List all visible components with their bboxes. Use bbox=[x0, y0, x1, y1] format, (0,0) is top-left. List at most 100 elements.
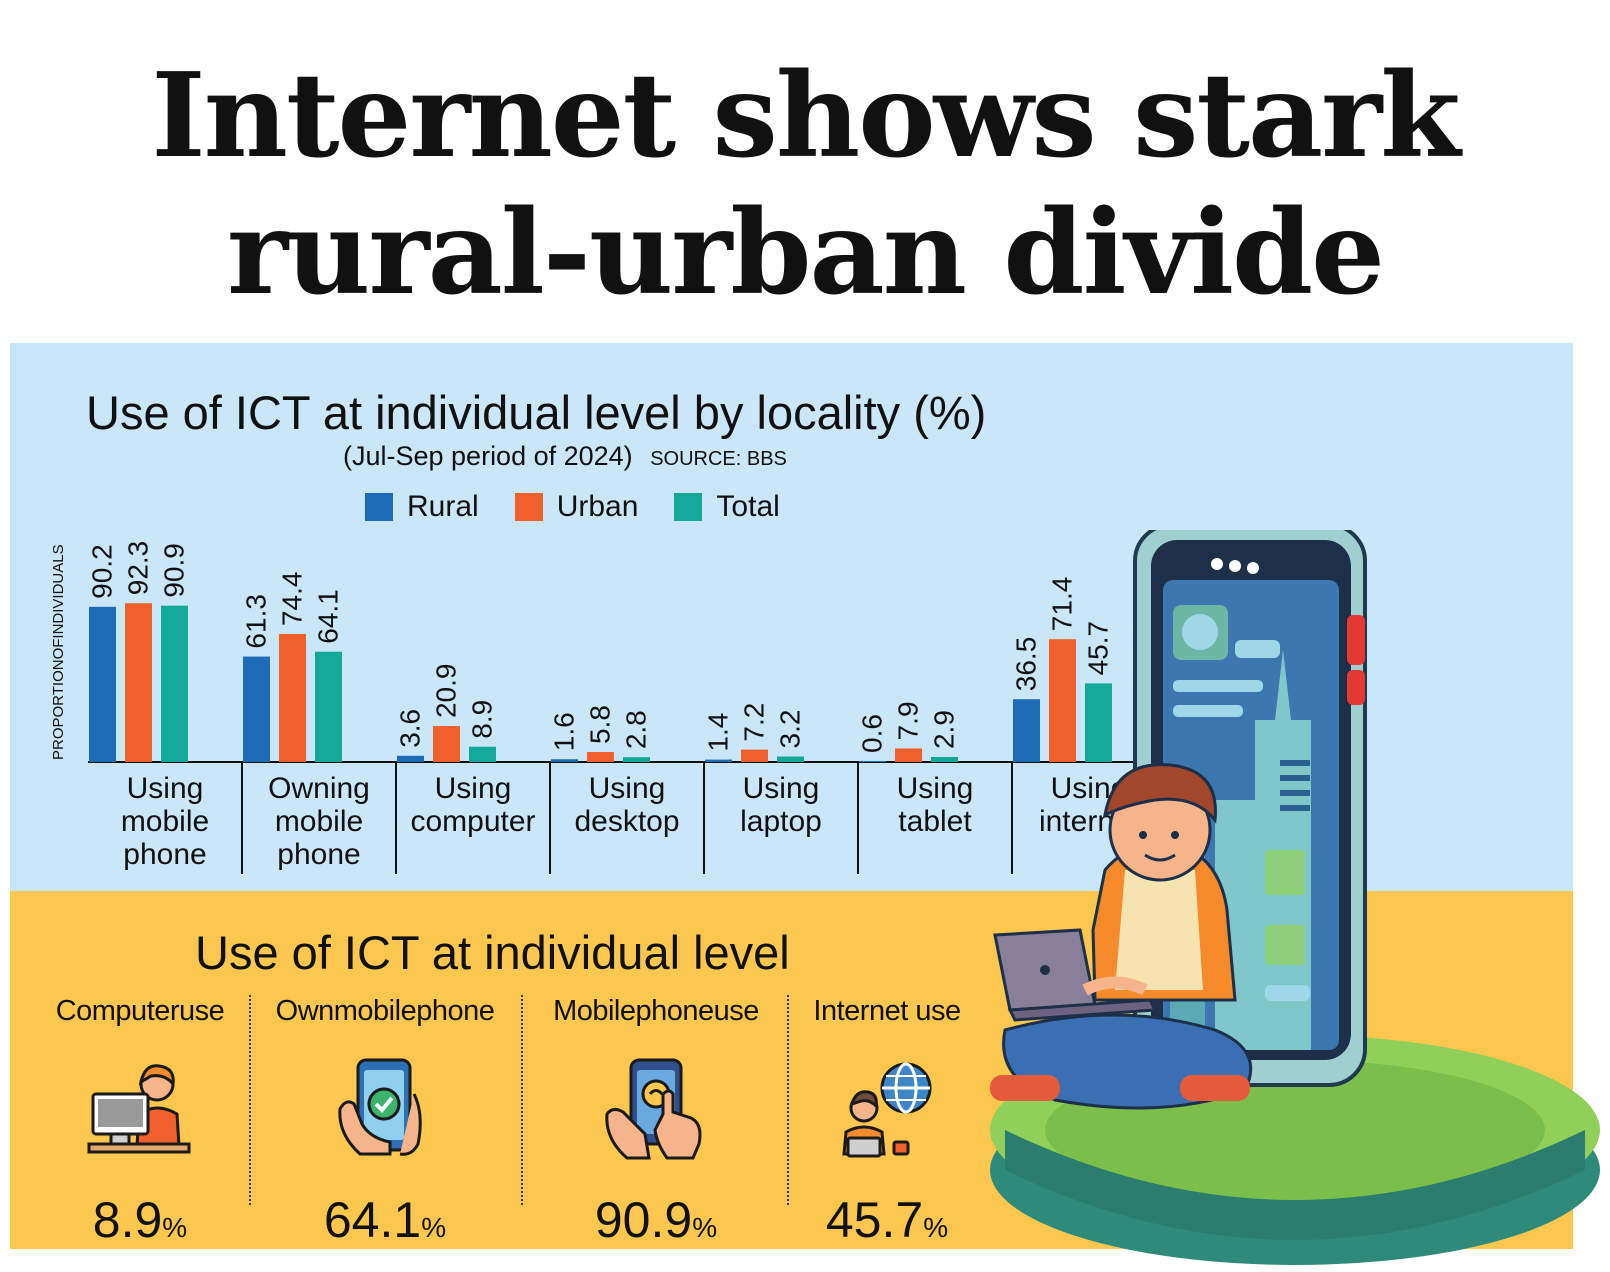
x-tick-label: Using desktop bbox=[552, 772, 702, 838]
x-tick-label-line: mobile bbox=[274, 805, 364, 838]
bar-urban bbox=[895, 748, 922, 762]
stat-own-mobile-phone: Ownmobilephone 64.1% bbox=[260, 995, 510, 1249]
stat-value: 64.1 bbox=[323, 1192, 422, 1248]
bar-data-label: 3.2 bbox=[775, 710, 806, 749]
bar-total bbox=[1085, 683, 1112, 762]
bar-data-label: 3.6 bbox=[395, 709, 426, 748]
bar-total bbox=[931, 757, 958, 762]
x-tick-label-line: tablet bbox=[898, 805, 972, 838]
bar-rural bbox=[1013, 699, 1040, 762]
stat-label: Mobilephoneuse bbox=[553, 995, 759, 1027]
bar-data-label: 90.9 bbox=[159, 543, 190, 598]
bar-total bbox=[623, 757, 650, 762]
bar-urban bbox=[1049, 639, 1076, 762]
bar-total bbox=[777, 756, 804, 762]
stat-mobile-phone-use: Mobilephoneuse 90.9% bbox=[531, 995, 781, 1249]
x-tick-label-line: Using bbox=[896, 772, 974, 805]
stat-label: Computeruse bbox=[55, 995, 225, 1027]
stat-divider bbox=[249, 995, 251, 1205]
x-tick-label-line: mobile bbox=[120, 805, 210, 838]
legend-item-rural: Rural bbox=[365, 490, 479, 524]
bar-rural bbox=[243, 656, 270, 762]
x-tick-label-line: Using bbox=[126, 772, 204, 805]
chart-title: Use of ICT at individual level by locali… bbox=[86, 386, 987, 439]
headline-line-1: Internet shows stark bbox=[151, 48, 1460, 184]
bar-data-label: 7.2 bbox=[739, 703, 770, 742]
bar-urban bbox=[433, 726, 460, 762]
bar-rural bbox=[705, 759, 732, 762]
bar-data-label: 0.6 bbox=[857, 714, 888, 753]
bar-data-label: 20.9 bbox=[431, 664, 462, 719]
bar-urban bbox=[587, 752, 614, 762]
stat-label: Ownmobilephone bbox=[275, 995, 495, 1027]
legend-item-total: Total bbox=[674, 490, 780, 524]
bar-rural bbox=[89, 606, 116, 762]
bar-data-label: 71.4 bbox=[1047, 577, 1078, 632]
stat-internet-use: Internet use 45.7% bbox=[762, 995, 1012, 1249]
stat-value-line: 90.9% bbox=[531, 1191, 781, 1249]
stat-value: 90.9 bbox=[594, 1192, 693, 1248]
x-tick-label: Using tablet bbox=[860, 772, 1010, 838]
bar-data-label: 1.4 bbox=[703, 713, 734, 752]
x-tick-label-line: phone bbox=[123, 838, 207, 871]
bar-total bbox=[161, 605, 188, 762]
chart-subtitle-line: (Jul-Sep period of 2024) SOURCE: BBS bbox=[343, 441, 787, 472]
stat-unit: % bbox=[162, 1212, 188, 1243]
hand-holding-phone-icon bbox=[338, 1058, 422, 1156]
bar-data-label: 5.8 bbox=[585, 705, 616, 744]
person-at-computer-icon bbox=[87, 1064, 191, 1154]
hands-tapping-phone-icon bbox=[605, 1058, 702, 1160]
x-tick-label-line: Owning bbox=[268, 772, 370, 805]
bar-data-label: 1.6 bbox=[549, 712, 580, 751]
bar-data-label: 92.3 bbox=[123, 541, 154, 596]
bar-rural bbox=[551, 759, 578, 762]
bar-data-label: 61.3 bbox=[241, 594, 272, 649]
bar-data-label: 2.9 bbox=[929, 710, 960, 749]
bar-total bbox=[315, 651, 342, 762]
stat-value-line: 8.9% bbox=[15, 1191, 265, 1249]
bar-total bbox=[469, 746, 496, 762]
bar-rural bbox=[859, 760, 886, 762]
legend-item-urban: Urban bbox=[514, 490, 638, 524]
legend-swatch-urban bbox=[514, 493, 543, 521]
stat-unit: % bbox=[923, 1212, 949, 1243]
stat-divider bbox=[521, 995, 523, 1205]
stat-unit: % bbox=[421, 1212, 447, 1243]
stat-label: Internet use bbox=[813, 995, 961, 1027]
x-tick-label: Using laptop bbox=[706, 772, 856, 838]
stat-value-line: 45.7% bbox=[762, 1191, 1012, 1249]
bar-data-label: 90.2 bbox=[87, 544, 118, 599]
chart-source: SOURCE: BBS bbox=[650, 448, 787, 470]
stat-value: 45.7 bbox=[825, 1192, 924, 1248]
chart-legend: Rural Urban Total bbox=[365, 490, 780, 524]
x-tick-label-line: Using bbox=[434, 772, 512, 805]
bar-rural bbox=[397, 755, 424, 762]
bar-data-label: 74.4 bbox=[277, 572, 308, 627]
x-tick-label-line: computer bbox=[410, 805, 536, 838]
bar-data-label: 64.1 bbox=[313, 589, 344, 644]
bar-data-label: 36.5 bbox=[1011, 637, 1042, 692]
stat-divider bbox=[787, 995, 789, 1205]
x-tick-label: Using mobile phone bbox=[90, 772, 240, 871]
stat-value: 8.9 bbox=[92, 1192, 163, 1248]
x-tick-label-line: desktop bbox=[574, 805, 680, 838]
person-with-globe-icon bbox=[842, 1062, 932, 1158]
summary-title: Use of ICT at individual level bbox=[195, 926, 790, 979]
stat-value-line: 64.1% bbox=[260, 1191, 510, 1249]
x-tick-label-line: Using bbox=[742, 772, 820, 805]
bar-urban bbox=[741, 749, 768, 762]
legend-swatch-rural bbox=[365, 493, 393, 521]
legend-label-rural: Rural bbox=[407, 490, 479, 523]
bar-data-label: 7.9 bbox=[893, 701, 924, 740]
bar-urban bbox=[279, 634, 306, 762]
headline-line-2: rural-urban divide bbox=[227, 185, 1385, 321]
legend-label-total: Total bbox=[716, 490, 780, 523]
x-tick-label-line: laptop bbox=[740, 805, 822, 838]
x-tick-label-line: phone bbox=[277, 838, 361, 871]
x-tick-label: Using computer bbox=[398, 772, 548, 838]
stat-computer-use: Computeruse 8.9% bbox=[15, 995, 265, 1249]
legend-swatch-total bbox=[674, 493, 703, 521]
bar-data-label: 8.9 bbox=[467, 700, 498, 739]
bar-data-label: 45.7 bbox=[1083, 621, 1114, 676]
